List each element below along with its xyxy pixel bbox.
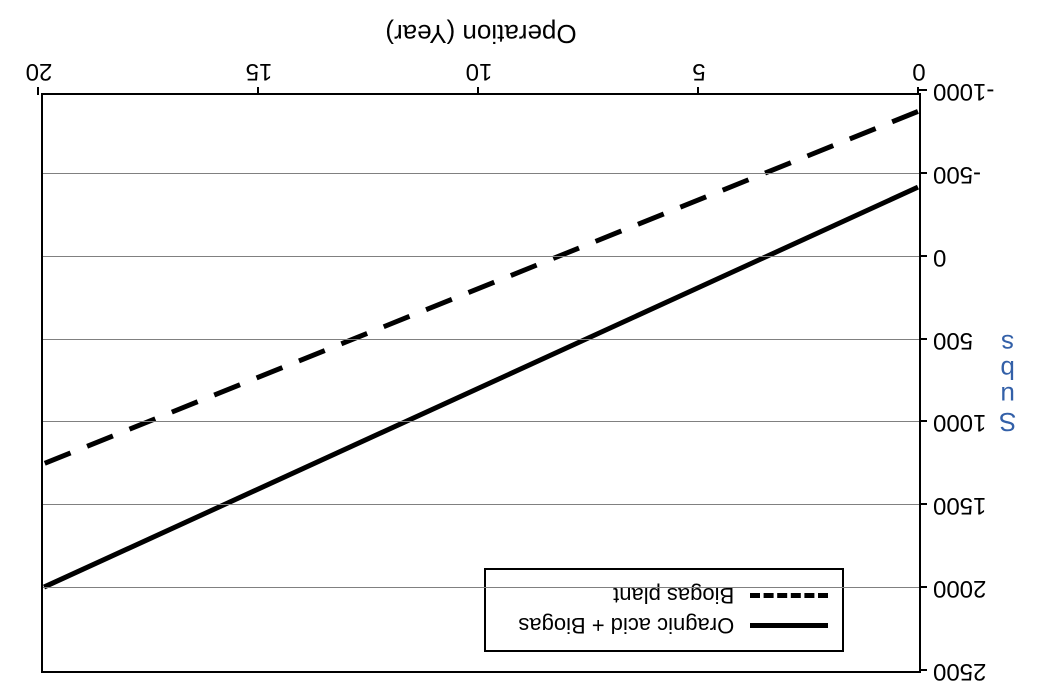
x-tick — [37, 87, 39, 95]
y-tick — [919, 586, 927, 588]
x-tick — [697, 87, 699, 95]
y-tick-label: -500 — [933, 160, 981, 188]
x-tick-label: 15 — [246, 57, 273, 85]
y-tick-label: 0 — [933, 243, 946, 271]
x-tick — [477, 87, 479, 95]
chart-legend: Oragnic acid + BiogasBiogas plant — [484, 568, 844, 652]
y-tick-label: 1500 — [933, 491, 986, 519]
y-tick-label: 1000 — [933, 408, 986, 436]
x-tick — [257, 87, 259, 95]
x-tick-label: 0 — [912, 57, 925, 85]
plot-area: Oragnic acid + BiogasBiogas plant -1000-… — [41, 93, 921, 673]
x-tick-label: 10 — [466, 57, 493, 85]
x-axis-title: Operation (Year) — [385, 18, 576, 49]
chart-container: Oragnic acid + BiogasBiogas plant -1000 -… — [0, 0, 1041, 697]
y-tick-label: -1000 — [933, 77, 994, 105]
y-tick — [919, 255, 927, 257]
x-tick — [917, 87, 919, 95]
x-tick-label: 5 — [692, 57, 705, 85]
gridline — [43, 504, 919, 505]
gridline — [43, 339, 919, 340]
y-tick — [919, 172, 927, 174]
legend-item-organic_acid_biogas: Oragnic acid + Biogas — [504, 610, 828, 640]
gridline — [43, 421, 919, 422]
y-tick-label: 500 — [933, 326, 973, 354]
gridline — [43, 256, 919, 257]
x-tick-label: 20 — [26, 57, 53, 85]
series-organic_acid_biogas — [44, 187, 918, 587]
legend-swatch — [750, 623, 828, 628]
y-tick — [919, 89, 927, 91]
y-tick-label: 2000 — [933, 574, 986, 602]
gridline — [43, 587, 919, 588]
y-tick — [919, 669, 927, 671]
y-tick-label: 2500 — [933, 657, 986, 685]
y-tick — [919, 503, 927, 505]
gridline — [43, 173, 919, 174]
y-tick — [919, 338, 927, 340]
series-biogas_plant — [44, 111, 918, 463]
legend-swatch — [750, 593, 828, 598]
legend-label: Oragnic acid + Biogas — [518, 612, 734, 638]
y-axis-title: Subs — [999, 331, 1016, 435]
legend-item-biogas_plant: Biogas plant — [504, 580, 828, 610]
y-tick — [919, 420, 927, 422]
